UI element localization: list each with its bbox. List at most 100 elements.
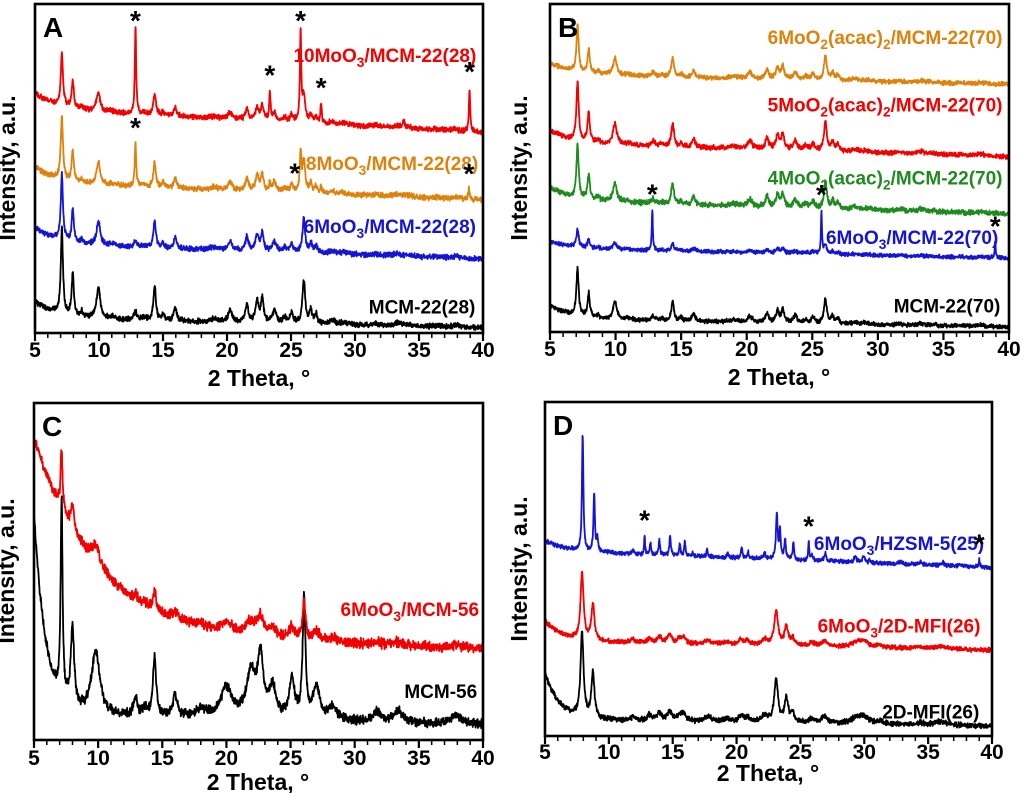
x-axis-title-D: 2 Theta, ° [717,760,820,786]
x-tick-label: 30 [343,339,366,362]
trace-label-5moo2-acac-2-mcm-22-70: 5MoO2(acac)2/MCM-22(70) [768,96,1003,120]
trace-label-6moo2-acac-2-mcm-22-70: 6MoO2(acac)2/MCM-22(70) [768,28,1003,52]
trace-label-6moo3-hzsm-5-25: 6MoO3/HZSM-5(25) [814,534,984,558]
x-tick-label: 15 [151,747,175,770]
x-tick-label: 5 [544,338,556,361]
xrd-trace-6moo3-hzsm-5-25 [546,434,991,571]
xrd-trace-6moo3-mcm-22-70 [551,209,1008,261]
xrd-trace-mcm-56 [35,495,482,730]
x-axis-title-A: 2 Theta, ° [208,365,311,391]
x-tick-label: 25 [801,338,825,361]
x-tick-label: 10 [604,338,627,361]
moo3-asterisk-marker: * [647,179,658,210]
x-tick-label: 30 [866,338,889,361]
trace-label-8moo3-mcm-22-28: 8MoO3/MCM-22(28) [306,154,478,178]
x-tick-label: 40 [997,338,1020,361]
y-axis-title-A: Intensity, a.u. [0,95,20,240]
x-tick-label: 25 [279,747,303,770]
panel-letter-B: B [558,12,578,43]
x-axis-ticks-C: 5 10 15 20 25 30 35 40 [28,740,495,770]
panel-letter-C: C [42,411,62,442]
x-tick-label: 35 [407,339,431,362]
xrd-trace-6moo2-acac-2-mcm-22-70 [551,23,1008,88]
plot-frame-B [548,2,1011,334]
xrd-trace-5moo2-acac-2-mcm-22-70 [551,80,1008,160]
xrd-trace-4moo2-acac-2-mcm-22-70 [551,142,1008,217]
trace-label-6moo3-mcm-56: 6MoO3/MCM-56 [341,600,480,624]
xrd-trace-8moo3-mcm-22-28 [36,115,482,204]
x-tick-label: 35 [932,338,956,361]
trace-label-6moo3-mcm-22-70: 6MoO3/MCM-22(70) [826,228,998,252]
x-tick-label: 5 [29,339,41,362]
xrd-trace-mcm-22-28 [36,225,482,331]
trace-label-6moo3-2d-mfi-26: 6MoO3/2D-MFI(26) [818,616,981,640]
xrd-trace-2d-mfi-26 [546,630,991,730]
x-axis-title-C: 2 Theta, ° [207,769,310,793]
x-tick-label: 25 [789,741,813,764]
x-tick-label: 15 [661,741,685,764]
panel-D: 5 10 15 20 25 30 35 40 2 Theta, ° Intensity, a.u.… [506,400,1004,786]
x-axis-ticks-B: 5 10 15 20 25 30 35 40 [544,332,1021,361]
trace-label-10moo3-mcm-22-28: 10MoO3/MCM-22(28) [293,46,476,70]
panel-letter-A: A [43,12,63,43]
x-tick-label: 35 [916,741,940,764]
x-tick-label: 10 [86,747,109,770]
panel-C: 5 10 15 20 25 30 35 40 2 Theta, ° Intensity, a.u.… [0,401,495,793]
x-tick-label: 20 [215,339,238,362]
x-tick-label: 35 [407,747,431,770]
x-tick-label: 40 [980,741,1003,764]
x-tick-label: 5 [539,741,551,764]
trace-label-mcm-22-70: MCM-22(70) [894,296,1001,317]
x-axis-ticks-A: 5 10 15 20 25 30 35 40 [29,333,495,362]
trace-label-4moo2-acac-2-mcm-22-70: 4MoO2(acac)2/MCM-22(70) [768,168,1003,192]
moo3-asterisk-marker: * [264,59,275,90]
trace-label-mcm-22-28: MCM-22(28) [369,297,476,318]
panel-B: 5 10 15 20 25 30 35 40 2 Theta, ° Intensity, a.u.… [506,2,1021,390]
y-axis-title-D: Intensity, a.u. [506,496,532,641]
moo3-asterisk-marker: * [130,112,141,143]
x-tick-label: 40 [471,747,494,770]
xrd-trace-mcm-22-70 [551,265,1008,330]
trace-label-6moo3-mcm-22-28: 6MoO3/MCM-22(28) [304,217,476,241]
x-tick-label: 30 [853,741,876,764]
trace-label-mcm-56: MCM-56 [404,682,477,703]
x-tick-label: 40 [471,339,494,362]
moo3-asterisk-marker: * [295,5,306,36]
x-tick-label: 20 [215,747,238,770]
moo3-asterisk-marker: * [463,158,474,189]
x-tick-label: 10 [597,741,620,764]
x-tick-label: 15 [669,338,693,361]
plot-frame-A [33,2,485,335]
x-tick-label: 5 [28,747,40,770]
moo3-asterisk-marker: * [316,72,327,103]
moo3-asterisk-marker: * [990,210,1001,241]
plot-frame-D [543,400,994,738]
x-axis-title-B: 2 Theta, ° [728,364,831,390]
y-axis-title-B: Intensity, a.u. [506,95,532,240]
x-tick-label: 30 [343,747,366,770]
moo3-asterisk-marker: * [464,56,475,87]
plot-frame-C [32,401,485,742]
x-tick-label: 20 [725,741,748,764]
moo3-asterisk-marker: * [130,5,141,36]
xrd-trace-10moo3-mcm-22-28 [36,26,482,136]
panel-letter-D: D [553,410,573,441]
moo3-asterisk-marker: * [639,505,650,536]
xrd-trace-6moo3-mcm-22-28 [36,170,482,263]
moo3-asterisk-marker: * [289,157,300,188]
xrd-trace-6moo3-mcm-56 [35,436,482,654]
moo3-asterisk-marker: * [974,528,985,559]
x-tick-label: 15 [151,339,175,362]
x-axis-ticks-D: 5 10 15 20 25 30 35 40 [539,736,1004,764]
x-tick-label: 10 [87,339,110,362]
moo3-asterisk-marker: * [803,510,814,541]
x-tick-label: 25 [279,339,303,362]
xrd-trace-6moo3-2d-mfi-26 [546,570,991,654]
trace-label-2d-mfi-26: 2D-MFI(26) [882,703,979,724]
y-axis-title-C: Intensity, a.u. [0,498,19,643]
moo3-asterisk-marker: * [816,179,827,210]
panel-A: 5 10 15 20 25 30 35 40 2 Theta, ° Intensity, a.u.… [0,2,495,391]
